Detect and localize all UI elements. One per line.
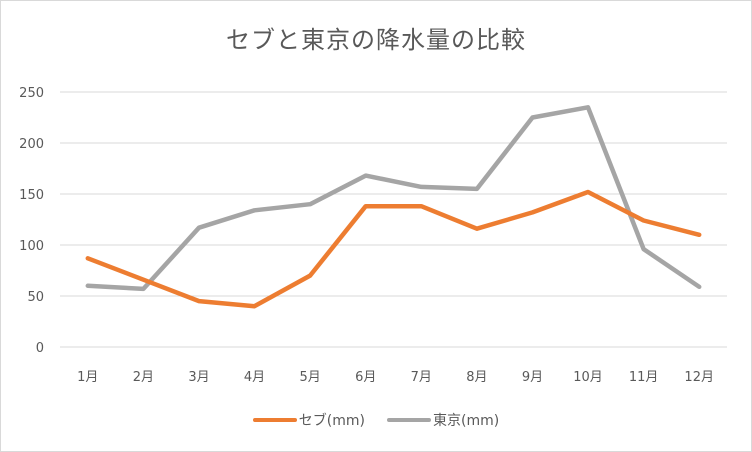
y-tick-label: 50 [27, 290, 44, 305]
y-tick-label: 150 [19, 188, 44, 203]
legend-swatch-gray-icon [387, 418, 431, 422]
data-series [85, 105, 702, 309]
x-tick-label: 4月 [244, 370, 265, 385]
gridlines [60, 91, 727, 348]
y-tick-label: 0 [36, 341, 44, 356]
y-tick-label: 200 [19, 137, 44, 152]
x-tick-label: 11月 [629, 370, 659, 385]
series-line-cebu[interactable] [85, 189, 702, 309]
legend-label-cebu: セブ(mm) [298, 413, 365, 429]
chart-title: セブと東京の降水量の比較 [226, 26, 526, 54]
x-tick-label: 9月 [522, 370, 543, 385]
x-axis-labels: 1月 2月 3月 4月 5月 6月 7月 8月 9月 10月 11月 12月 [77, 370, 714, 385]
y-tick-label: 250 [19, 86, 44, 101]
x-tick-label: 2月 [133, 370, 154, 385]
x-tick-label: 5月 [299, 370, 320, 385]
x-tick-label: 6月 [355, 370, 376, 385]
x-tick-label: 8月 [466, 370, 487, 385]
legend: セブ(mm) 東京(mm) [0, 410, 752, 430]
legend-swatch-orange-icon [252, 418, 297, 422]
x-tick-label: 10月 [573, 370, 603, 385]
x-tick-label: 1月 [77, 370, 98, 385]
series-line-tokyo[interactable] [85, 105, 702, 292]
x-tick-label: 7月 [411, 370, 432, 385]
y-tick-label: 100 [19, 239, 44, 254]
legend-item-cebu[interactable]: セブ(mm) [252, 410, 365, 430]
x-tick-label: 12月 [684, 370, 714, 385]
legend-label-tokyo: 東京(mm) [433, 413, 500, 429]
legend-item-tokyo[interactable]: 東京(mm) [387, 410, 499, 430]
y-axis-labels: 0 50 100 150 200 250 [19, 86, 44, 356]
x-tick-label: 3月 [188, 370, 209, 385]
